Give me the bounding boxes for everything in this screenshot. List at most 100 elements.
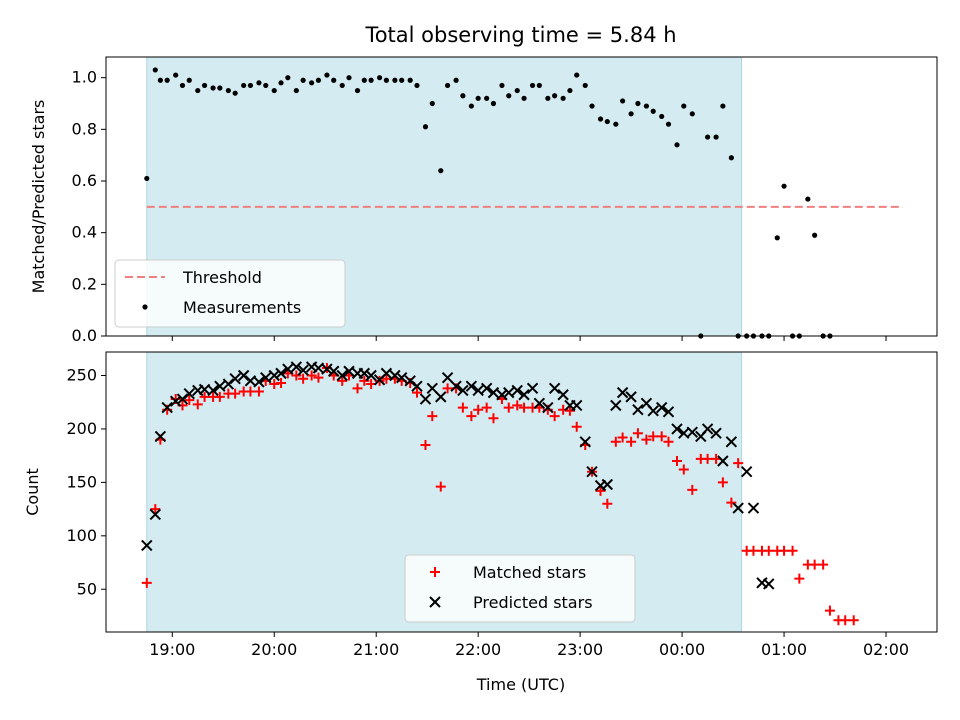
matched-star-point	[184, 395, 195, 406]
predicted-star-point	[154, 430, 167, 443]
predicted-star-point	[389, 369, 401, 382]
matched-star-point	[787, 545, 798, 556]
ratio-axes-frame	[105, 56, 938, 337]
matched-star-point	[818, 559, 829, 570]
predicted-star-point	[435, 391, 447, 403]
measurement-point	[460, 93, 466, 99]
x-axis-label: Time (UTC)	[476, 675, 565, 694]
measurement-point	[300, 77, 306, 83]
measurement-point	[613, 121, 619, 127]
legend-box	[114, 259, 346, 328]
measurement-point	[247, 82, 254, 89]
measurement-point	[392, 77, 398, 83]
predicted-star-point	[395, 371, 408, 384]
predicted-star-point	[358, 367, 371, 380]
measurement-point	[157, 77, 163, 83]
measurement-point	[475, 95, 481, 101]
measurement-point	[331, 77, 337, 83]
predicted-star-point	[321, 363, 333, 375]
measurement-point	[781, 183, 787, 189]
matched-star-point	[503, 402, 514, 413]
matched-star-point	[313, 372, 324, 383]
matched-star-point	[571, 421, 582, 432]
legend-box	[404, 554, 636, 623]
predicted-star-point	[161, 401, 173, 414]
predicted-star-point	[472, 384, 484, 397]
measurement-point	[589, 103, 595, 109]
matched-star-point	[269, 379, 280, 390]
matched-star-point	[824, 605, 835, 616]
measurement-point	[514, 87, 520, 94]
predicted-star-point	[214, 380, 226, 392]
ratio-y-tick-label: 0.2	[72, 274, 97, 293]
predicted-star-point	[457, 384, 469, 397]
measurement-point	[720, 103, 726, 109]
predicted-star-point	[526, 382, 539, 395]
x-tick-label: 21:00	[353, 640, 399, 659]
legend-predicted-swatch	[429, 596, 441, 608]
matched-star-point	[298, 373, 309, 384]
measurement-point	[490, 100, 497, 107]
measurement-point	[346, 75, 352, 81]
matched-star-point	[840, 615, 851, 626]
predicted-star-point	[380, 367, 393, 380]
predicted-star-point	[229, 373, 241, 385]
measurement-point	[665, 121, 672, 127]
measurement-point	[506, 93, 512, 99]
predicted-star-point	[747, 502, 760, 514]
count-y-tick-label: 100	[66, 526, 97, 545]
measurement-point	[659, 113, 665, 120]
legend-label: Measurements	[183, 298, 301, 317]
legend-label: Threshold	[182, 268, 262, 287]
predicted-star-point	[297, 364, 309, 376]
measurement-point	[643, 103, 650, 109]
matched-star-point	[199, 391, 210, 402]
x-tick-label: 01:00	[761, 640, 807, 659]
matched-star-point	[656, 431, 667, 442]
predicted-star-point	[465, 380, 478, 392]
panel-counts: 50 100 150 200 250 19:00 20:00 21:00 22:00 23:00 0…	[23, 351, 938, 659]
predicted-star-point	[732, 502, 744, 514]
measurement-point	[560, 95, 566, 101]
predicted-star-point	[290, 361, 303, 373]
matched-star-point	[420, 439, 431, 450]
matched-star-point	[381, 373, 392, 384]
predicted-star-point	[610, 399, 622, 412]
measurement-point	[438, 168, 444, 174]
predicted-star-point	[365, 369, 377, 382]
measurement-point	[620, 98, 626, 104]
matched-star-point	[519, 402, 530, 413]
predicted-star-point	[260, 371, 272, 384]
measurement-point	[453, 77, 459, 83]
predicted-star-point	[503, 386, 515, 399]
matched-star-point	[610, 436, 621, 447]
predicted-star-point	[542, 401, 554, 414]
predicted-star-point	[647, 405, 659, 417]
measurement-point	[368, 77, 374, 83]
predicted-star-point	[253, 376, 265, 388]
measurement-point	[164, 77, 170, 83]
measurement-point	[217, 85, 223, 91]
ratio-series-measurements	[144, 67, 833, 339]
predicted-star-point	[207, 384, 219, 397]
measurement-point	[315, 77, 322, 83]
matched-star-point	[253, 386, 264, 397]
measurement-point	[545, 95, 551, 101]
matched-star-point	[411, 387, 422, 398]
predicted-star-point	[571, 399, 583, 412]
measurement-point	[484, 95, 490, 101]
matched-star-point	[442, 383, 453, 394]
measurement-point	[604, 118, 610, 125]
predicted-star-point	[336, 369, 348, 382]
measurement-point	[468, 103, 474, 109]
measurement-point	[309, 80, 315, 86]
count-y-tick-label: 200	[66, 419, 97, 438]
predicted-star-point	[183, 387, 195, 400]
predicted-star-point	[426, 382, 438, 395]
measurement-point	[210, 85, 216, 91]
matched-star-point	[671, 456, 682, 467]
predicted-star-point	[275, 367, 287, 380]
predicted-star-point	[404, 375, 416, 387]
predicted-star-point	[268, 369, 280, 382]
predicted-star-point	[616, 386, 629, 399]
